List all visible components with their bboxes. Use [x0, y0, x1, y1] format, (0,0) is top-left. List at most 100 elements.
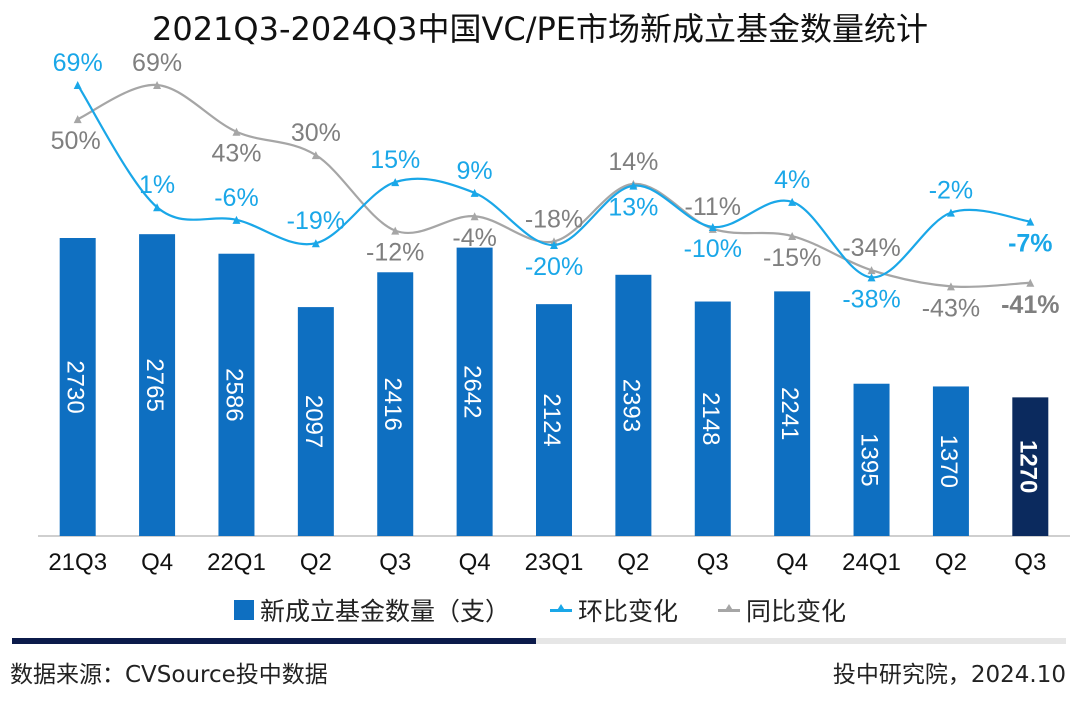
x-tick-label: Q3	[1014, 549, 1046, 576]
qoq-marker	[232, 215, 241, 224]
bar-value-label: 2097	[300, 395, 327, 448]
source-note: 数据来源：CVSource投中数据	[10, 662, 328, 688]
bar	[218, 253, 255, 536]
qoq-marker	[629, 181, 638, 190]
bar	[377, 272, 414, 536]
qoq-marker	[153, 203, 162, 212]
qoq-marker	[946, 208, 955, 217]
legend-label: 同比变化	[746, 597, 847, 626]
yoy-data-label: -11%	[685, 193, 742, 221]
bar-value-label: 2416	[379, 377, 406, 430]
bar	[536, 304, 572, 536]
yoy-marker	[1026, 278, 1035, 287]
yoy-data-label: -43%	[922, 294, 980, 322]
legend-line-swatch	[549, 603, 572, 612]
yoy-marker	[788, 232, 797, 241]
legend-label: 新成立基金数量（支）	[259, 597, 510, 626]
bar	[297, 307, 334, 536]
qoq-data-label: 1%	[139, 171, 175, 199]
qoq-marker	[708, 223, 717, 232]
x-tick-label: 21Q3	[48, 549, 107, 576]
yoy-marker	[946, 282, 955, 291]
qoq-data-label: -38%	[842, 285, 900, 313]
bar	[139, 234, 176, 536]
chart-canvas: 2730 21Q3 2765 Q4 2586 22Q1 2097 Q2 2416 Q3 2642 Q4…	[38, 49, 1070, 576]
yoy-data-label: -18%	[525, 205, 583, 233]
bar-value-label: 2241	[776, 387, 803, 440]
x-tick-label: Q3	[379, 549, 411, 576]
legend-label: 环比变化	[577, 597, 678, 626]
bar-value-label: 2765	[141, 358, 168, 411]
yoy-data-label: -41%	[1001, 291, 1059, 319]
qoq-data-label: -10%	[684, 235, 742, 263]
x-tick-label: 23Q1	[525, 549, 584, 576]
qoq-data-label: 9%	[457, 157, 493, 185]
qoq-marker	[73, 81, 82, 89]
qoq-data-label: 13%	[608, 194, 658, 222]
x-tick-label: Q4	[141, 549, 173, 576]
legend-line-swatch	[718, 603, 740, 612]
chart-title: 2021Q3-2024Q3中国VC/PE市场新成立基金数量统计	[151, 10, 929, 48]
qoq-data-label: 69%	[53, 49, 103, 77]
yoy-marker	[470, 212, 479, 221]
bar-value-label: 2642	[459, 365, 486, 418]
bar-value-label: 1395	[856, 433, 883, 486]
qoq-marker	[391, 178, 400, 187]
yoy-marker	[153, 81, 162, 89]
qoq-data-label: 15%	[370, 146, 420, 174]
qoq-marker	[550, 241, 558, 249]
legend: 新成立基金数量（支） 环比变化 同比变化	[0, 592, 1080, 628]
yoy-marker	[311, 151, 320, 160]
yoy-data-label: 69%	[132, 49, 182, 77]
bar	[59, 238, 96, 536]
yoy-data-label: -12%	[366, 239, 424, 267]
yoy-marker	[232, 127, 241, 136]
yoy-data-label: -4%	[452, 224, 496, 252]
yoy-marker	[73, 115, 82, 124]
bar	[615, 274, 652, 536]
yoy-data-label: 43%	[211, 140, 261, 168]
bar-value-label: 1270	[1014, 440, 1041, 493]
qoq-marker	[1026, 217, 1035, 226]
qoq-data-label: -20%	[525, 253, 583, 281]
bar-value-label: 2730	[62, 360, 89, 413]
qoq-data-label: -6%	[214, 184, 258, 212]
x-tick-label: Q2	[617, 549, 649, 576]
qoq-marker	[470, 188, 479, 197]
yoy-data-label: 14%	[608, 148, 658, 176]
bar	[774, 291, 811, 536]
yoy-data-label: -15%	[763, 244, 821, 272]
yoy-data-label: 50%	[51, 127, 101, 155]
legend-item-yoy: 同比变化	[718, 592, 846, 628]
credit-note: 投中研究院，2024.10	[832, 662, 1066, 688]
qoq-data-label: -19%	[287, 207, 345, 235]
divider-light	[536, 638, 1066, 644]
yoy-data-label: -34%	[842, 234, 900, 262]
bar-value-label: 2393	[617, 379, 644, 432]
x-tick-label: 22Q1	[207, 549, 266, 576]
bar-value-label: 1370	[935, 435, 962, 488]
qoq-marker	[788, 197, 797, 206]
bar-value-label: 2586	[220, 368, 247, 421]
x-tick-label: Q2	[935, 549, 967, 576]
x-tick-label: 24Q1	[842, 549, 901, 576]
x-tick-label: Q3	[697, 549, 729, 576]
qoq-data-label: -7%	[1008, 230, 1052, 258]
yoy-marker	[867, 266, 876, 275]
x-tick-label: Q4	[459, 549, 491, 576]
bar	[853, 383, 890, 536]
bar-value-label: 2148	[697, 392, 724, 445]
legend-item-count: 新成立基金数量（支）	[233, 592, 510, 628]
legend-item-qoq: 环比变化	[549, 592, 678, 628]
qoq-data-label: -2%	[929, 177, 973, 205]
bar	[1012, 397, 1049, 536]
yoy-data-label: 30%	[291, 119, 341, 147]
qoq-marker	[867, 273, 876, 282]
x-tick-label: Q4	[776, 549, 808, 576]
x-tick-label: Q2	[300, 549, 332, 576]
qoq-marker	[311, 239, 320, 248]
bar	[694, 301, 731, 536]
legend-bar-swatch	[233, 600, 254, 620]
bar	[456, 247, 493, 536]
bar-value-label: 2124	[538, 393, 565, 446]
